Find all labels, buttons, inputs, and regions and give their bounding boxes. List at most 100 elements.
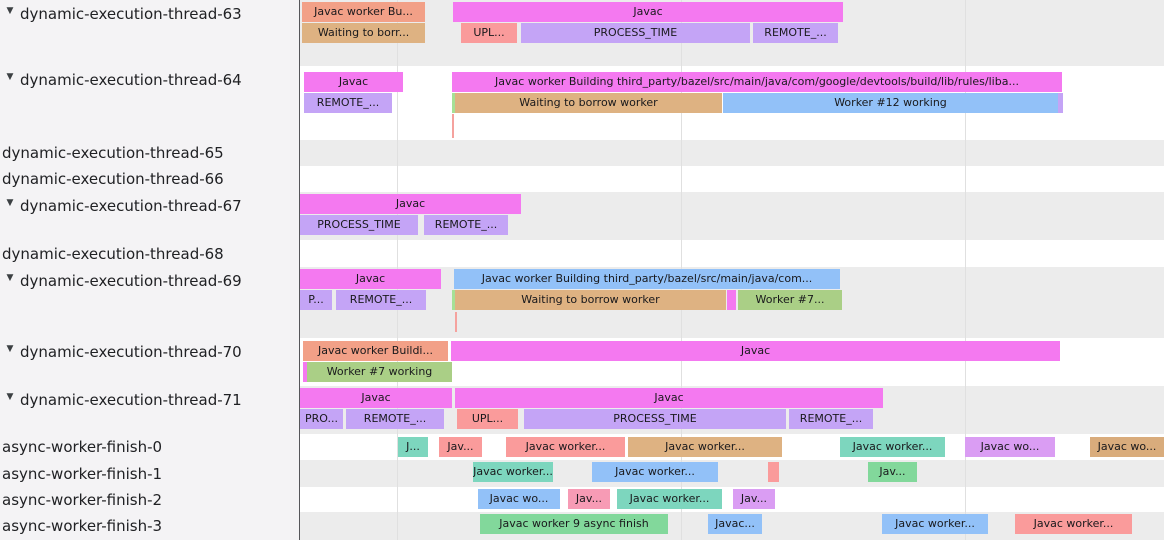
track-events: Javac Javac worker Building third_party/b…: [300, 66, 1164, 140]
trace-event-sliver[interactable]: [303, 362, 307, 382]
trace-event-bar[interactable]: REMOTE_...: [424, 215, 508, 235]
trace-event-bar[interactable]: Javac wo...: [1090, 437, 1164, 457]
trace-event-bar[interactable]: Javac: [451, 341, 1060, 361]
trace-event-bar[interactable]: Waiting to borrow worker: [455, 93, 722, 113]
track-dynamic-execution-thread-63: Javac worker Bu... Javac Waiting to borr..…: [0, 0, 1164, 66]
track-dynamic-execution-thread-67: Javac PROCESS_TIME REMOTE_... ▼ dynamic-exec…: [0, 192, 1164, 240]
track-header[interactable]: ▼ dynamic-execution-thread-71: [0, 386, 300, 434]
track-label: async-worker-finish-2: [2, 490, 163, 509]
track-dynamic-execution-thread-70: Javac worker Buildi... Javac Worker #7 wor…: [0, 338, 1164, 386]
track-header[interactable]: async-worker-finish-2: [0, 487, 300, 512]
trace-event-bar[interactable]: Javac: [300, 269, 441, 289]
trace-event-bar[interactable]: REMOTE_...: [304, 93, 392, 113]
trace-event-bar[interactable]: Javac: [455, 388, 883, 408]
trace-event-bar[interactable]: Javac worker...: [592, 462, 718, 482]
trace-event-bar[interactable]: Javac worker...: [473, 462, 553, 482]
trace-event-bar[interactable]: Javac worker...: [506, 437, 625, 457]
trace-event-sliver[interactable]: [1058, 93, 1063, 113]
track-events: [300, 140, 1164, 166]
track-header[interactable]: dynamic-execution-thread-68: [0, 240, 300, 267]
expander-icon[interactable]: ▼: [6, 6, 14, 16]
track-async-worker-finish-0: J... Jav... Javac worker... Javac worker...…: [0, 434, 1164, 460]
track-header[interactable]: async-worker-finish-1: [0, 460, 300, 487]
trace-event-bar[interactable]: Jav...: [568, 489, 610, 509]
track-dynamic-execution-thread-68: dynamic-execution-thread-68: [0, 240, 1164, 267]
track-label: dynamic-execution-thread-67: [20, 197, 242, 215]
trace-event-bar[interactable]: REMOTE_...: [346, 409, 444, 429]
expander-icon[interactable]: ▼: [6, 198, 14, 208]
trace-event-bar[interactable]: Javac: [300, 388, 452, 408]
track-label: dynamic-execution-thread-70: [20, 343, 242, 361]
trace-event-bar[interactable]: Javac wo...: [478, 489, 560, 509]
trace-event-bar[interactable]: Javac: [453, 2, 843, 22]
trace-event-bar[interactable]: Worker #7 working: [307, 362, 452, 382]
track-lane: [300, 240, 1164, 267]
trace-instant-tick[interactable]: [455, 312, 457, 332]
trace-event-bar[interactable]: J...: [398, 437, 428, 457]
trace-event-bar[interactable]: Javac...: [708, 514, 762, 534]
track-lane: [300, 140, 1164, 166]
track-label: async-worker-finish-1: [2, 464, 163, 483]
trace-event-bar[interactable]: Javac worker Building third_party/bazel/…: [452, 72, 1062, 92]
trace-event-bar[interactable]: Jav...: [733, 489, 775, 509]
track-lane: [300, 460, 1164, 487]
track-events: Javac Javac PRO... REMOTE_... UPL... PROCESS_…: [300, 386, 1164, 434]
track-header[interactable]: ▼ dynamic-execution-thread-67: [0, 192, 300, 240]
trace-event-bar[interactable]: Javac: [304, 72, 403, 92]
trace-event-sliver[interactable]: [452, 93, 455, 113]
trace-event-bar[interactable]: Javac: [300, 194, 521, 214]
expander-icon[interactable]: ▼: [6, 72, 14, 82]
track-header[interactable]: async-worker-finish-0: [0, 434, 300, 460]
trace-event-bar[interactable]: UPL...: [461, 23, 517, 43]
track-label: dynamic-execution-thread-69: [20, 272, 242, 290]
trace-event-bar[interactable]: PRO...: [300, 409, 343, 429]
trace-event-bar[interactable]: P...: [300, 290, 332, 310]
trace-instant-tick[interactable]: [452, 114, 454, 138]
trace-event-bar[interactable]: Javac worker 9 async finish: [480, 514, 668, 534]
track-header[interactable]: ▼ dynamic-execution-thread-64: [0, 66, 300, 140]
track-header[interactable]: dynamic-execution-thread-66: [0, 166, 300, 192]
track-events: [300, 240, 1164, 267]
trace-event-bar[interactable]: Javac wo...: [965, 437, 1055, 457]
track-header[interactable]: async-worker-finish-3: [0, 512, 300, 540]
expander-icon[interactable]: ▼: [6, 344, 14, 354]
trace-event-bar[interactable]: Jav...: [439, 437, 482, 457]
track-async-worker-finish-3: Javac worker 9 async finish Javac... Javac…: [0, 512, 1164, 540]
trace-event-bar[interactable]: Javac worker...: [882, 514, 988, 534]
track-header[interactable]: dynamic-execution-thread-65: [0, 140, 300, 166]
track-label: async-worker-finish-0: [2, 438, 163, 456]
trace-event-bar[interactable]: PROCESS_TIME: [521, 23, 750, 43]
track-events: Javac wo... Jav... Javac worker... Jav...: [300, 487, 1164, 512]
trace-event-bar[interactable]: Worker #12 working: [723, 93, 1058, 113]
trace-event-sliver[interactable]: [768, 462, 779, 482]
track-label: dynamic-execution-thread-71: [20, 391, 242, 409]
trace-event-bar[interactable]: Javac worker Bu...: [302, 2, 425, 22]
expander-icon[interactable]: ▼: [6, 273, 14, 283]
trace-event-bar[interactable]: Javac worker...: [617, 489, 722, 509]
trace-event-bar[interactable]: Javac worker Buildi...: [303, 341, 448, 361]
track-header[interactable]: ▼ dynamic-execution-thread-63: [0, 0, 300, 66]
track-label: dynamic-execution-thread-66: [2, 170, 224, 188]
trace-event-bar[interactable]: PROCESS_TIME: [524, 409, 786, 429]
trace-event-bar[interactable]: Waiting to borr...: [302, 23, 425, 43]
expander-icon[interactable]: ▼: [6, 392, 14, 402]
track-async-worker-finish-2: Javac wo... Jav... Javac worker... Jav... as…: [0, 487, 1164, 512]
track-events: Javac worker 9 async finish Javac... Javac…: [300, 512, 1164, 540]
track-header[interactable]: ▼ dynamic-execution-thread-69: [0, 267, 300, 338]
trace-event-bar[interactable]: REMOTE_...: [789, 409, 873, 429]
trace-event-bar[interactable]: REMOTE_...: [336, 290, 426, 310]
trace-event-bar[interactable]: Javac worker Building third_party/bazel/…: [454, 269, 840, 289]
trace-event-sliver[interactable]: [727, 290, 736, 310]
trace-event-bar[interactable]: Waiting to borrow worker: [455, 290, 726, 310]
trace-event-bar[interactable]: Worker #7...: [738, 290, 842, 310]
trace-event-bar[interactable]: Jav...: [868, 462, 917, 482]
trace-event-sliver[interactable]: [452, 290, 455, 310]
track-header[interactable]: ▼ dynamic-execution-thread-70: [0, 338, 300, 386]
trace-event-bar[interactable]: Javac worker...: [840, 437, 945, 457]
trace-event-bar[interactable]: Javac worker...: [1015, 514, 1132, 534]
trace-event-bar[interactable]: UPL...: [457, 409, 518, 429]
trace-event-bar[interactable]: PROCESS_TIME: [300, 215, 418, 235]
trace-event-bar[interactable]: REMOTE_...: [753, 23, 838, 43]
trace-event-bar[interactable]: Javac worker...: [628, 437, 782, 457]
